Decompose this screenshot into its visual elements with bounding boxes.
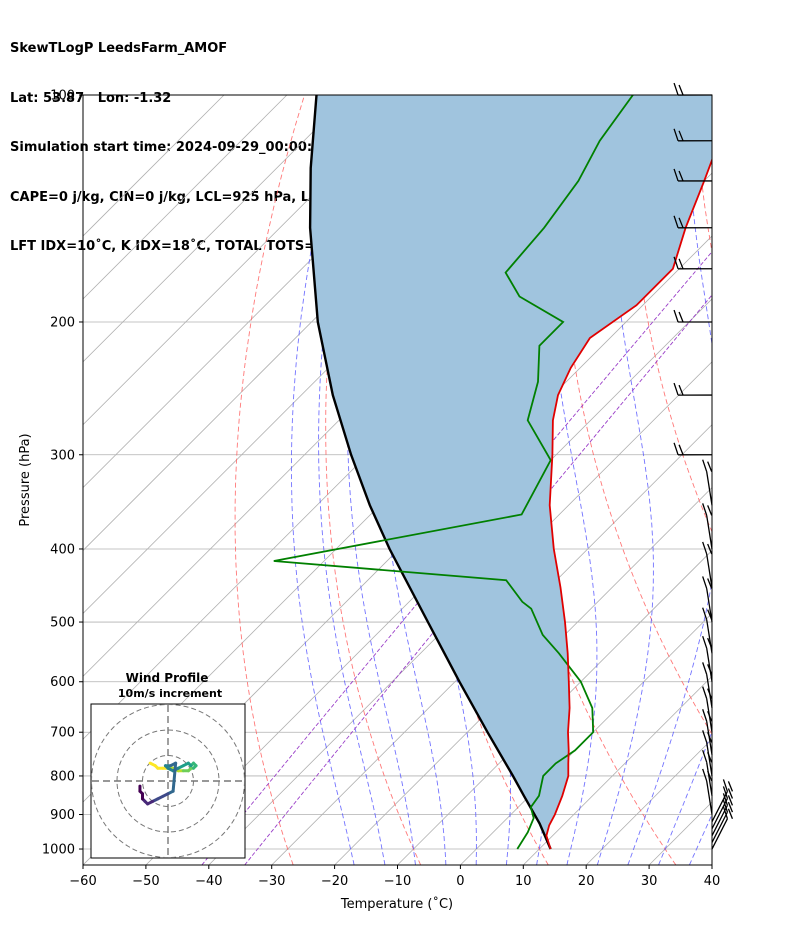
x-tick-label: −30 [258, 874, 285, 889]
x-tick-label: 0 [456, 874, 464, 889]
wind-barb [673, 82, 713, 96]
parcel-profile-line [308, 95, 552, 850]
plot-area [82, 94, 794, 866]
dry-adiabat [694, 95, 712, 254]
x-axis-label: Temperature (˚C) [340, 896, 453, 912]
cin-shaded-area [310, 95, 712, 849]
isotherm [83, 95, 413, 426]
hodograph [91, 704, 245, 858]
y-tick-label: 200 [50, 315, 75, 330]
location-line: Lat: 53.87 Lon: -1.32 [10, 90, 172, 106]
x-tick-label: 30 [641, 874, 658, 889]
x-tick-label: 20 [578, 874, 595, 889]
wind-barb [673, 382, 713, 396]
y-tick-label: 600 [50, 675, 75, 690]
y-tick-label: 800 [50, 769, 75, 784]
axes: −60 −50 −40 −30 −20 −10 0 10 20 30 40 100 200 300 400… [18, 89, 720, 913]
wind-barb [673, 442, 713, 456]
wind-barbs [673, 82, 734, 850]
isotherm [271, 424, 712, 865]
x-tick-label: −40 [195, 874, 222, 889]
isotherm [83, 95, 225, 237]
isotherm [83, 95, 351, 363]
wind-barb [673, 256, 713, 270]
y-tick-label: 300 [50, 448, 75, 463]
wind-barb [673, 168, 713, 182]
moist-adiabat [720, 95, 794, 865]
moist-adiabat [547, 95, 598, 865]
temperature-line [545, 157, 712, 850]
moist-adiabat [627, 95, 712, 865]
wind-barb [711, 793, 734, 836]
moist-adiabat [596, 95, 654, 865]
wind-barb [711, 806, 734, 850]
x-tick-label: −10 [384, 874, 411, 889]
isotherm [83, 95, 288, 300]
dry-adiabat [234, 95, 305, 865]
wind-profile-inset: Wind Profile 10m/s increment [90, 671, 246, 859]
wind-barb [673, 128, 713, 142]
parcel-shading [310, 95, 712, 849]
wind-barb [702, 576, 713, 623]
y-axis: 100 200 300 400 500 600 700 800 900 1000 [42, 89, 83, 858]
isotherm [775, 95, 794, 865]
hodograph-segment [171, 761, 178, 793]
mixing-ratio-line [244, 294, 712, 865]
y-axis-label: Pressure (hPa) [18, 433, 33, 526]
wind-barb [702, 459, 713, 506]
y-tick-label: 100 [50, 89, 75, 104]
dry-adiabat [761, 95, 794, 865]
x-tick-label: 10 [515, 874, 532, 889]
profiles [273, 95, 712, 850]
wind-barb [711, 799, 734, 843]
wind-barb [702, 503, 713, 550]
chart-title: SkewTLogP LeedsFarm_AMOF [10, 41, 228, 56]
x-tick-label: 40 [704, 874, 721, 889]
dry-adiabat [325, 95, 422, 865]
moist-adiabat [318, 95, 386, 865]
y-tick-label: 700 [50, 726, 75, 741]
y-tick-label: 400 [50, 542, 75, 557]
isotherm [208, 361, 712, 865]
y-tick-label: 500 [50, 616, 75, 631]
x-axis: −60 −50 −40 −30 −20 −10 0 10 20 30 40 [69, 865, 720, 889]
mixing-ratio-line [201, 251, 712, 865]
y-tick-label: 1000 [42, 843, 75, 858]
moist-adiabat [290, 95, 355, 865]
wind-barb [711, 786, 734, 830]
isotherm [711, 864, 712, 865]
x-tick-label: −50 [132, 874, 159, 889]
hodograph-ring [91, 704, 245, 858]
inset-subtitle: 10m/s increment [118, 687, 222, 700]
x-tick-label: −60 [69, 874, 96, 889]
wind-barb [673, 215, 713, 229]
moist-adiabat [658, 730, 712, 865]
inset-title: Wind Profile [126, 671, 209, 685]
isotherm [334, 487, 712, 865]
isotherm [523, 675, 712, 865]
wind-barb [711, 779, 734, 823]
x-tick-label: −20 [321, 874, 348, 889]
dewpoint-line [273, 95, 634, 850]
wind-barb [702, 541, 713, 588]
wind-barb [673, 309, 713, 323]
y-tick-label: 900 [50, 808, 75, 823]
